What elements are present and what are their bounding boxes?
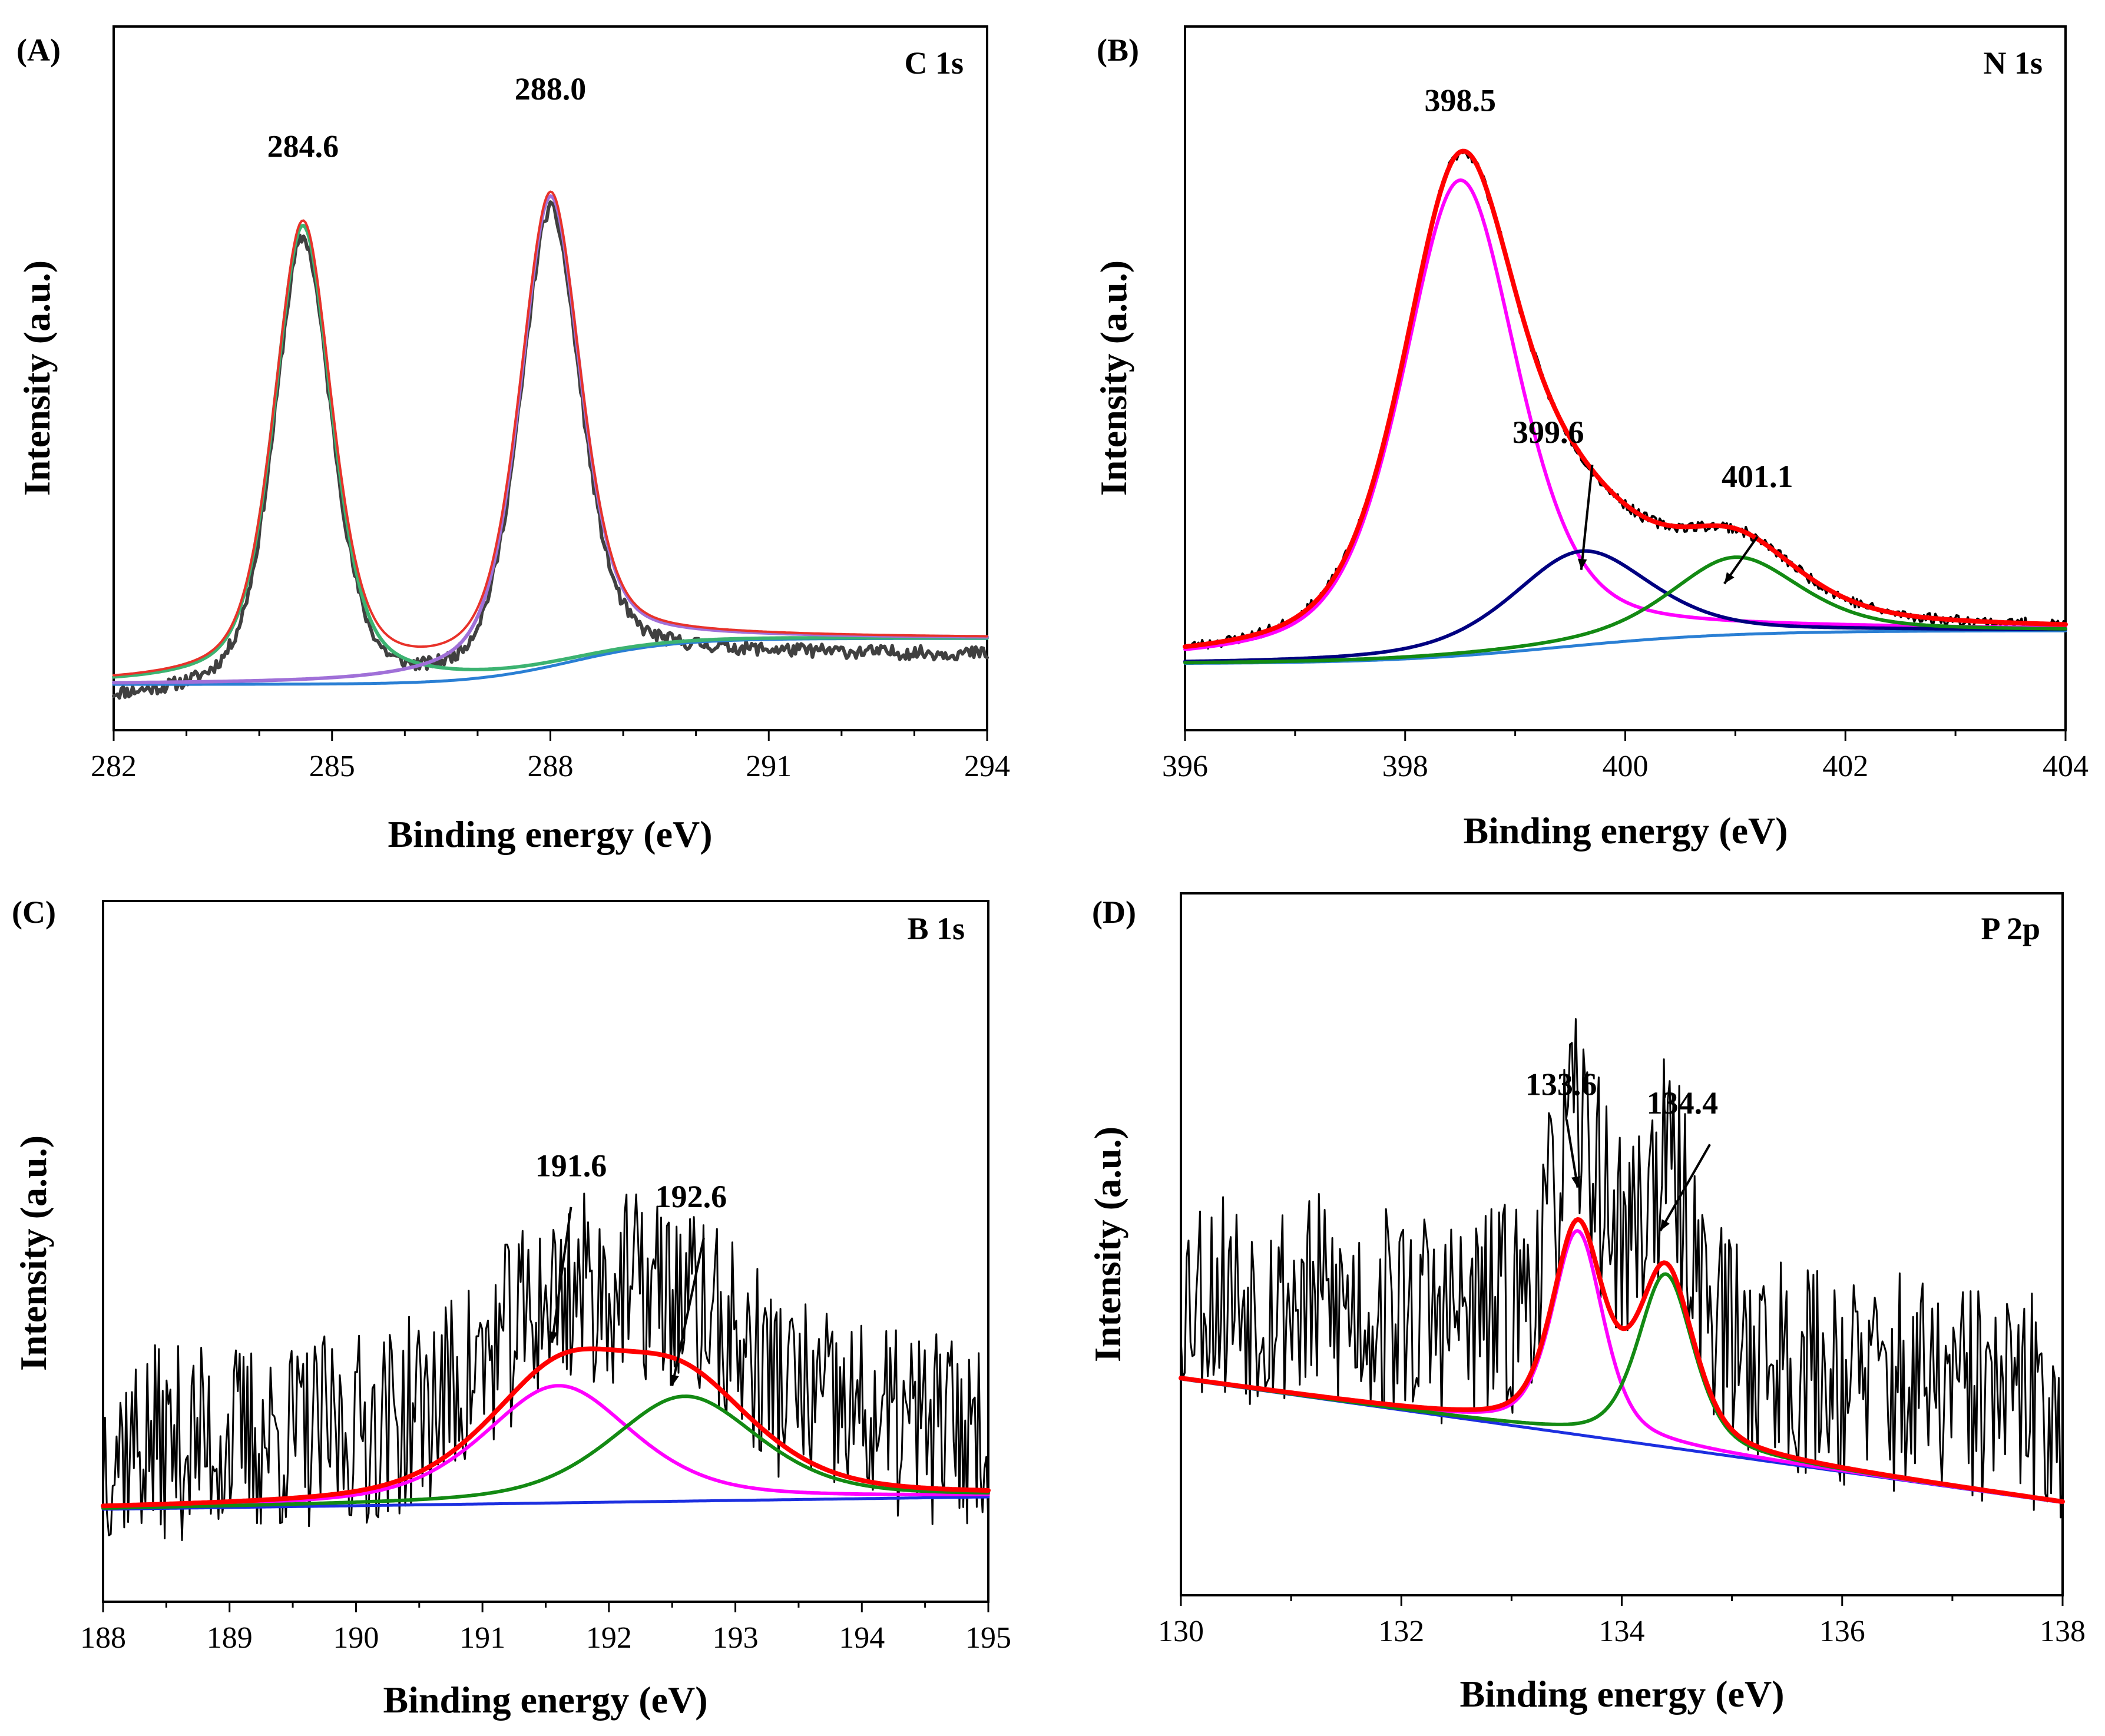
x-tick-label: 190 (333, 1621, 379, 1655)
x-tick-label: 400 (1603, 750, 1649, 783)
x-tick-label: 191 (459, 1621, 505, 1655)
x-tick-label: 404 (2043, 750, 2089, 783)
x-axis-title: Binding energy (eV) (388, 813, 712, 855)
x-tick-label: 396 (1162, 750, 1208, 783)
peak-arrow-line (1580, 465, 1594, 570)
peak-arrow-head (670, 1374, 679, 1386)
peak-label: 401.1 (1722, 459, 1793, 494)
peak-arrow-line (671, 1237, 705, 1386)
x-tick-label: 134 (1599, 1615, 1645, 1648)
curve-group (101, 1192, 991, 1541)
panel-label: (C) (12, 894, 56, 930)
fit-component-line (1183, 549, 2067, 664)
spectrum-label: B 1s (907, 911, 965, 946)
panel-p2p: 130 132 134 136 138 133.6 134.4 (D) P 2p Inte… (1087, 892, 2086, 1715)
panel-n1s: 396 398 400 402 404 398.5 399.6 401.1 (B) N 1s… (1093, 25, 2089, 852)
peak-arrow-head (1571, 1176, 1581, 1188)
measured-spectrum-line (102, 1192, 989, 1541)
spectrum-label: P 2p (1981, 911, 2040, 946)
x-tick-label: 285 (309, 750, 355, 783)
peak-arrow-head (1724, 572, 1735, 584)
x-tick-label: 282 (91, 750, 137, 783)
x-tick-label: 138 (2040, 1615, 2086, 1648)
peak-arrow-line (551, 1207, 572, 1343)
fit-envelope-line (112, 190, 988, 677)
peak-label: 399.6 (1512, 415, 1584, 450)
curve-group (1183, 148, 2068, 665)
x-tick-label: 402 (1822, 750, 1868, 783)
x-tick-label: 193 (713, 1621, 759, 1655)
x-axis-title: Binding energy (eV) (1459, 1673, 1784, 1715)
fit-envelope-line (1183, 148, 2068, 650)
x-axis-title: Binding energy (eV) (1463, 810, 1788, 852)
x-tick-label: 294 (964, 750, 1010, 783)
panel-label: (B) (1097, 32, 1139, 68)
y-axis-title: Intensity (a.u.) (1093, 260, 1134, 496)
peak-label: 288.0 (515, 71, 587, 107)
annotation-group: 398.5 399.6 401.1 (1424, 82, 1793, 585)
fit-component-line (101, 1394, 990, 1510)
x-tick-label: 188 (80, 1621, 126, 1655)
curve-group (112, 190, 989, 700)
x-tick-label: 194 (839, 1621, 885, 1655)
x-axis-ticks: 188 189 190 191 192 193 194 195 (80, 1602, 1011, 1655)
peak-label: 398.5 (1424, 82, 1496, 118)
peak-label: 133.6 (1525, 1066, 1597, 1102)
annotation-group: 191.6 192.6 (535, 1148, 727, 1386)
x-tick-label: 132 (1378, 1615, 1424, 1648)
spectrum-label: C 1s (904, 45, 964, 81)
peak-arrow-head (549, 1331, 558, 1343)
x-axis-ticks: 282 285 288 291 294 (91, 730, 1010, 783)
peak-label: 134.4 (1647, 1085, 1719, 1121)
background-line (101, 1495, 990, 1511)
y-axis-title: Intensity (a.u.) (12, 1135, 54, 1371)
x-axis-title: Binding energy (eV) (383, 1679, 707, 1721)
curve-group (1179, 1018, 2065, 1519)
measured-spectrum-line (1180, 1018, 2064, 1519)
annotation-group: 133.6 134.4 (1525, 1066, 1719, 1232)
x-tick-label: 195 (965, 1621, 1011, 1655)
panel-label: (D) (1092, 894, 1136, 930)
x-axis-ticks: 396 398 400 402 404 (1162, 730, 2089, 783)
spectrum-label: N 1s (1983, 45, 2043, 81)
measured-spectrum-line (112, 200, 989, 700)
x-tick-label: 192 (586, 1621, 632, 1655)
x-tick-label: 136 (1819, 1615, 1865, 1648)
x-tick-label: 130 (1158, 1615, 1204, 1648)
peak-arrow-line (1565, 1119, 1579, 1188)
panel-label: (A) (16, 32, 61, 68)
annotation-group: 284.6 288.0 (267, 71, 587, 164)
x-tick-label: 189 (207, 1621, 253, 1655)
panel-c1s: 282 285 288 291 294 284.6 288.0 (A) C 1s Inte… (16, 25, 1010, 855)
peak-label: 284.6 (267, 128, 339, 164)
peak-arrow-line (1659, 1144, 1711, 1232)
x-axis-ticks: 130 132 134 136 138 (1158, 1595, 2086, 1648)
peak-arrow-head (1660, 1219, 1670, 1231)
x-tick-label: 398 (1382, 750, 1428, 783)
peak-label: 192.6 (656, 1179, 727, 1214)
peak-label: 191.6 (535, 1148, 607, 1183)
y-axis-title: Intensity (a.u.) (16, 260, 58, 496)
x-tick-label: 288 (528, 750, 574, 783)
fit-component-line (1183, 555, 2067, 665)
peak-arrow-head (1577, 558, 1587, 570)
x-tick-label: 291 (746, 750, 792, 783)
fit-envelope-line (101, 1346, 991, 1509)
fit-envelope-line (1179, 1217, 2065, 1504)
y-axis-title: Intensity (a.u.) (1087, 1127, 1128, 1362)
